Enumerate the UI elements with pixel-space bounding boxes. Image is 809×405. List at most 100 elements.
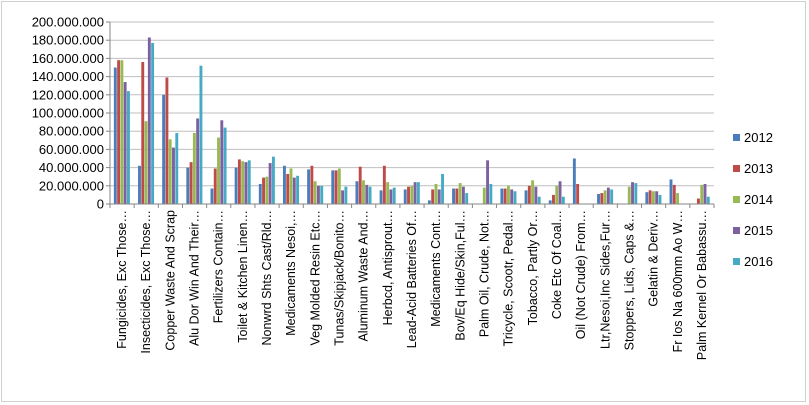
bar-2013-1 bbox=[141, 62, 145, 204]
bar-2014-7 bbox=[289, 168, 293, 204]
bar-2014-11 bbox=[386, 182, 390, 204]
bars bbox=[113, 37, 710, 205]
bar-2015-7 bbox=[292, 177, 296, 204]
x-category-label: Insecticides, Exc Those… bbox=[139, 210, 153, 354]
bar-2013-18 bbox=[552, 194, 555, 204]
bar-2015-5 bbox=[244, 162, 248, 204]
bar-2012-19 bbox=[572, 158, 576, 204]
legend-swatch-2013 bbox=[733, 165, 740, 172]
bar-2014-21 bbox=[627, 186, 631, 204]
bar-2015-24 bbox=[703, 183, 707, 204]
x-category-label: Medicaments Nesoi,… bbox=[284, 210, 298, 336]
bar-2015-16 bbox=[510, 189, 514, 204]
x-category-label: Toilet & Kitchen Linen… bbox=[236, 210, 250, 343]
bar-2016-9 bbox=[344, 186, 348, 204]
bar-2016-6 bbox=[271, 156, 275, 204]
bar-2012-17 bbox=[524, 190, 528, 204]
bar-2016-2 bbox=[175, 133, 179, 204]
bar-2014-24 bbox=[700, 184, 704, 204]
bar-2013-14 bbox=[455, 188, 459, 204]
legend-label-2014: 2014 bbox=[744, 192, 773, 207]
gridlines bbox=[110, 21, 714, 187]
bar-2015-18 bbox=[558, 181, 562, 204]
legend-label-2015: 2015 bbox=[744, 223, 773, 238]
x-category-label: Fr Ios Na 600mm Ao W… bbox=[671, 210, 685, 352]
bar-2012-23 bbox=[669, 179, 673, 204]
bar-2014-13 bbox=[434, 183, 438, 204]
bar-2015-10 bbox=[365, 184, 369, 204]
bar-2016-12 bbox=[416, 182, 420, 204]
x-category-label: Tricycle, Scootr, Pedal… bbox=[502, 210, 516, 346]
legend-swatch-2014 bbox=[733, 196, 740, 203]
bar-2016-8 bbox=[320, 185, 324, 204]
bar-2016-24 bbox=[706, 196, 710, 204]
x-category-label: Lead-Acid Batteries Of… bbox=[405, 210, 419, 348]
x-category-label: Palm Kernel Or Babassu… bbox=[695, 210, 709, 360]
y-tick-label: 160.000.000 bbox=[32, 51, 104, 66]
bar-2012-1 bbox=[138, 165, 141, 204]
x-category-label: Tunas/Skipjack/Bonito… bbox=[333, 210, 347, 346]
bar-2015-21 bbox=[631, 182, 634, 204]
x-category-label: Gelatin & Deriv… bbox=[647, 210, 661, 307]
bar-2015-12 bbox=[413, 182, 417, 204]
bar-2014-9 bbox=[337, 168, 341, 204]
bar-2012-9 bbox=[331, 170, 335, 204]
bar-2012-11 bbox=[379, 190, 383, 204]
bar-2012-4 bbox=[210, 188, 214, 204]
bar-2014-12 bbox=[410, 185, 414, 204]
bar-2013-5 bbox=[237, 159, 241, 204]
bar-2015-9 bbox=[341, 190, 345, 204]
bar-2015-2 bbox=[172, 147, 175, 204]
legend-label-2012: 2012 bbox=[744, 130, 773, 145]
bar-2014-18 bbox=[555, 185, 559, 204]
bar-2013-8 bbox=[310, 165, 314, 204]
legend-label-2013: 2013 bbox=[744, 161, 773, 176]
bar-2015-20 bbox=[606, 187, 610, 204]
x-category-label: Medicaments Cont… bbox=[429, 210, 443, 327]
bar-2016-4 bbox=[223, 127, 227, 204]
bar-2014-0 bbox=[120, 60, 124, 204]
x-category-label: Fungicides, Exc Those… bbox=[115, 210, 129, 349]
x-category-label: Tobacco, Partly Or… bbox=[526, 210, 540, 325]
bar-2013-4 bbox=[213, 168, 217, 204]
y-tick-label: 80.000.000 bbox=[39, 124, 104, 139]
bar-2014-8 bbox=[313, 181, 317, 204]
bar-2012-10 bbox=[355, 181, 359, 204]
bar-2013-23 bbox=[672, 184, 676, 204]
x-category-label: Fertilizers Contain… bbox=[212, 210, 226, 323]
bar-2013-16 bbox=[503, 188, 507, 204]
bar-2012-12 bbox=[403, 189, 407, 204]
bar-2016-1 bbox=[151, 42, 155, 205]
x-axis-category-labels: Fungicides, Exc Those… Insecticides, Exc … bbox=[115, 210, 709, 360]
bar-2013-7 bbox=[286, 173, 290, 204]
x-category-label: Veg Molded Resin Etc… bbox=[308, 210, 322, 346]
bar-2013-19 bbox=[576, 183, 580, 204]
x-category-label: Ltr,Nesoi,Inc Sides,Fur… bbox=[598, 210, 612, 349]
bar-2016-0 bbox=[127, 91, 130, 204]
bar-2013-10 bbox=[358, 166, 362, 204]
x-category-label: Alu Dor Win And Their… bbox=[188, 210, 202, 346]
bar-2014-20 bbox=[603, 190, 607, 204]
bar-2016-21 bbox=[634, 183, 638, 204]
bar-2016-18 bbox=[561, 196, 565, 204]
bar-2015-1 bbox=[147, 37, 151, 204]
bar-2014-1 bbox=[144, 121, 148, 204]
bar-2012-8 bbox=[307, 169, 311, 204]
bar-2015-0 bbox=[123, 82, 127, 204]
bar-2016-20 bbox=[610, 189, 614, 204]
bar-2014-2 bbox=[168, 139, 172, 204]
bar-2015-22 bbox=[655, 191, 659, 204]
bar-2013-20 bbox=[600, 193, 604, 204]
bar-2016-7 bbox=[296, 175, 300, 204]
legend-swatch-2012 bbox=[733, 134, 740, 141]
y-tick-label: 140.000.000 bbox=[32, 69, 104, 84]
bar-2013-3 bbox=[189, 162, 193, 204]
bar-2013-11 bbox=[382, 165, 386, 204]
x-category-label: Coke Etc Of Coal… bbox=[550, 210, 564, 319]
bar-2016-11 bbox=[392, 187, 396, 204]
bar-2016-16 bbox=[513, 191, 517, 204]
x-category-label: Bov/Eq Hide/Skin,Ful… bbox=[453, 210, 467, 341]
bar-2015-17 bbox=[534, 186, 538, 204]
y-tick-label: 20.000.000 bbox=[39, 178, 104, 193]
bar-2014-10 bbox=[362, 180, 365, 204]
